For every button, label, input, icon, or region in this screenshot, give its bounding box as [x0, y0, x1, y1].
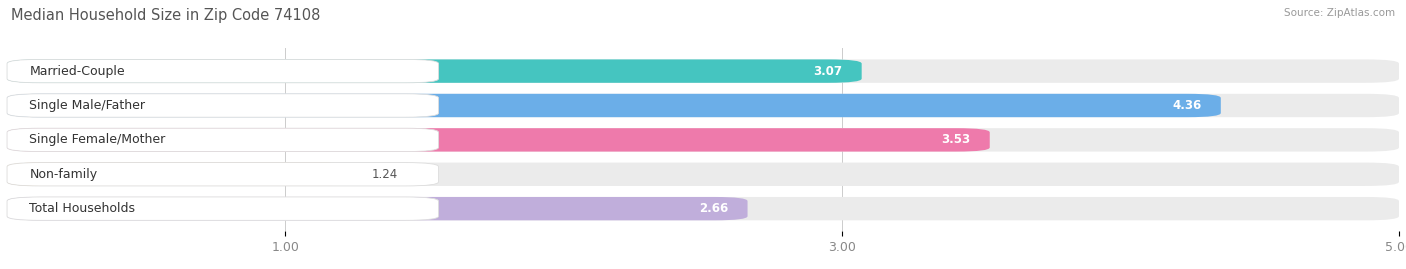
Text: 4.36: 4.36: [1173, 99, 1201, 112]
FancyBboxPatch shape: [7, 59, 862, 83]
FancyBboxPatch shape: [7, 59, 439, 83]
FancyBboxPatch shape: [7, 59, 1399, 83]
Text: Single Male/Father: Single Male/Father: [30, 99, 145, 112]
Text: 3.07: 3.07: [813, 65, 842, 78]
Text: Non-family: Non-family: [30, 168, 97, 181]
FancyBboxPatch shape: [7, 162, 353, 186]
FancyBboxPatch shape: [7, 128, 990, 151]
Text: 2.66: 2.66: [699, 202, 728, 215]
FancyBboxPatch shape: [7, 94, 439, 117]
Text: Median Household Size in Zip Code 74108: Median Household Size in Zip Code 74108: [11, 8, 321, 23]
Text: Married-Couple: Married-Couple: [30, 65, 125, 78]
FancyBboxPatch shape: [7, 197, 439, 220]
Text: 3.53: 3.53: [941, 133, 970, 146]
Text: Source: ZipAtlas.com: Source: ZipAtlas.com: [1284, 8, 1395, 18]
FancyBboxPatch shape: [7, 162, 1399, 186]
Text: 1.24: 1.24: [371, 168, 398, 181]
FancyBboxPatch shape: [7, 94, 1399, 117]
FancyBboxPatch shape: [7, 162, 439, 186]
Text: Single Female/Mother: Single Female/Mother: [30, 133, 166, 146]
FancyBboxPatch shape: [7, 94, 1220, 117]
FancyBboxPatch shape: [7, 128, 1399, 151]
FancyBboxPatch shape: [7, 197, 1399, 220]
Text: Total Households: Total Households: [30, 202, 135, 215]
FancyBboxPatch shape: [7, 128, 439, 151]
FancyBboxPatch shape: [7, 197, 748, 220]
